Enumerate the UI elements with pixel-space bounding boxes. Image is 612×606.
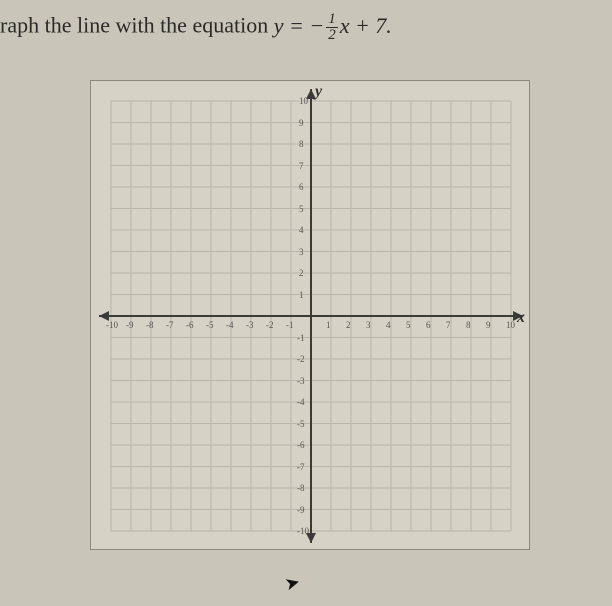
x-tick-label: 10 — [506, 320, 515, 330]
coordinate-grid[interactable]: y x -10 -9 -8 -7 -6 -5 -4 -3 -2 -1 1 2 3 4 5 6 7 8 9 10 1 2 3 4… — [90, 80, 530, 550]
equation: y = −12x + 7. — [274, 13, 392, 38]
x-tick-label: 8 — [466, 320, 471, 330]
y-tick-label: -5 — [297, 419, 305, 429]
y-tick-label: 7 — [299, 161, 304, 171]
question-text: raph the line with the equation y = −12x… — [0, 12, 392, 43]
x-tick-label: 7 — [446, 320, 451, 330]
x-tick-label: -10 — [106, 320, 118, 330]
x-tick-label: -3 — [246, 320, 254, 330]
prompt-prefix: raph the line with the equation — [0, 13, 274, 38]
y-tick-label: 10 — [299, 96, 308, 106]
y-tick-label: 2 — [299, 268, 304, 278]
x-tick-label: 4 — [386, 320, 391, 330]
fraction: 12 — [326, 12, 338, 43]
y-tick-label: 1 — [299, 290, 304, 300]
mouse-cursor-icon: ➤ — [283, 571, 303, 595]
y-tick-label: -8 — [297, 483, 305, 493]
plus-constant: + 7. — [349, 13, 391, 38]
var-x: x — [340, 13, 350, 38]
y-tick-label: -6 — [297, 440, 305, 450]
y-tick-label: -4 — [297, 397, 305, 407]
x-tick-label: 9 — [486, 320, 491, 330]
y-axis-label: y — [315, 83, 322, 101]
y-tick-label: -1 — [297, 333, 305, 343]
y-tick-label: -9 — [297, 505, 305, 515]
negative-sign: − — [309, 13, 324, 38]
y-tick-label: 5 — [299, 204, 304, 214]
x-tick-label: 5 — [406, 320, 411, 330]
denominator: 2 — [326, 28, 338, 43]
numerator: 1 — [326, 12, 338, 28]
grid-svg — [91, 81, 531, 551]
x-tick-label: -5 — [206, 320, 214, 330]
x-tick-label: -7 — [166, 320, 174, 330]
x-tick-label: 3 — [366, 320, 371, 330]
x-tick-label: 1 — [326, 320, 331, 330]
y-tick-label: 8 — [299, 139, 304, 149]
y-tick-label: 6 — [299, 182, 304, 192]
equals: = — [283, 13, 309, 38]
y-tick-label: 3 — [299, 247, 304, 257]
y-tick-label: 9 — [299, 118, 304, 128]
x-tick-label: -4 — [226, 320, 234, 330]
x-tick-label: -9 — [126, 320, 134, 330]
y-tick-label: -2 — [297, 354, 305, 364]
x-axis-label: x — [517, 309, 525, 327]
y-tick-label: -7 — [297, 462, 305, 472]
x-tick-label: -1 — [286, 320, 294, 330]
y-tick-label: -10 — [297, 526, 309, 536]
x-tick-label: -2 — [266, 320, 274, 330]
x-tick-label: 2 — [346, 320, 351, 330]
y-tick-label: -3 — [297, 376, 305, 386]
x-tick-label: 6 — [426, 320, 431, 330]
y-tick-label: 4 — [299, 225, 304, 235]
var-y: y — [274, 13, 284, 38]
x-tick-label: -8 — [146, 320, 154, 330]
x-tick-label: -6 — [186, 320, 194, 330]
